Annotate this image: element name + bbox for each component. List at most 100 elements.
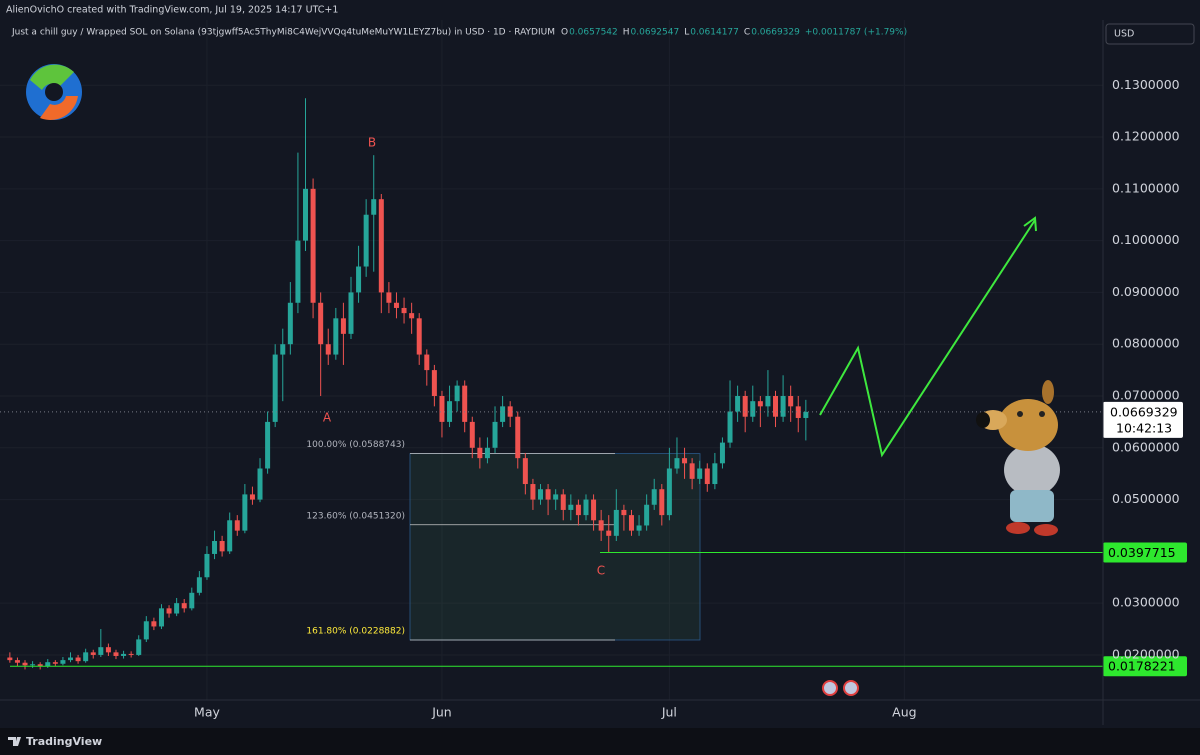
candle-body bbox=[803, 411, 809, 418]
candle-body bbox=[644, 504, 650, 526]
candle-body bbox=[462, 385, 468, 422]
candle-body bbox=[704, 468, 710, 485]
candle-body bbox=[272, 354, 278, 422]
candle-body bbox=[484, 447, 490, 459]
candle-body bbox=[735, 395, 741, 412]
candle-body bbox=[674, 458, 680, 469]
candle-body bbox=[90, 652, 96, 655]
price-badge-label: 0.0178221 bbox=[1108, 659, 1176, 674]
y-tick-label: 0.1200000 bbox=[1112, 129, 1180, 144]
candle-body bbox=[14, 660, 20, 663]
candle-body bbox=[121, 653, 127, 656]
candle-body bbox=[750, 401, 756, 417]
symbol-title: Just a chill guy / Wrapped SOL on Solana… bbox=[11, 28, 555, 38]
event-icon[interactable] bbox=[822, 680, 838, 696]
candle-body bbox=[287, 302, 293, 345]
candle-body bbox=[378, 199, 384, 293]
candle-body bbox=[30, 664, 36, 666]
candle-body bbox=[227, 520, 233, 552]
x-tick-label: Jun bbox=[431, 705, 452, 720]
x-tick-label: Aug bbox=[892, 705, 916, 720]
candle-body bbox=[113, 652, 119, 656]
candle-body bbox=[60, 660, 66, 664]
author-line: AlienOvichO created with TradingView.com… bbox=[6, 5, 338, 16]
candle-body bbox=[158, 608, 164, 627]
candle-body bbox=[575, 504, 581, 516]
candle-body bbox=[204, 553, 210, 578]
candle-body bbox=[242, 494, 248, 531]
candle-body bbox=[393, 302, 399, 308]
ohlc-value: 0.0614177 bbox=[690, 28, 739, 38]
candle-body bbox=[522, 458, 528, 485]
candle-body bbox=[325, 344, 331, 355]
wave-label: B bbox=[368, 136, 376, 150]
candle-body bbox=[727, 411, 733, 443]
candle-body bbox=[75, 657, 81, 662]
candle-body bbox=[295, 240, 301, 303]
fib-zone bbox=[409, 453, 701, 641]
cartoon-character bbox=[976, 380, 1060, 536]
candle-body bbox=[22, 662, 28, 666]
logo bbox=[26, 64, 82, 120]
candle-body bbox=[151, 621, 157, 627]
symbol-legend: Just a chill guy / Wrapped SOL on Solana… bbox=[11, 28, 907, 38]
price-badge bbox=[1103, 542, 1187, 563]
candle-body bbox=[181, 603, 187, 609]
candle-body bbox=[196, 577, 202, 593]
fib-tool: 100.00% (0.0588743) 123.60% (0.0451320) 16… bbox=[306, 440, 701, 641]
candle-body bbox=[788, 395, 794, 407]
y-tick-label: 0.0200000 bbox=[1112, 646, 1180, 661]
candle-body bbox=[136, 639, 142, 655]
ohlc-value: 0.0669329 bbox=[751, 28, 800, 38]
candle-body bbox=[757, 401, 763, 407]
price-badge-label: 0.0397715 bbox=[1108, 545, 1176, 560]
ohlc-key: C bbox=[744, 28, 750, 38]
candle-body bbox=[560, 494, 566, 510]
candle-body bbox=[492, 421, 498, 448]
candle-body bbox=[583, 499, 589, 516]
candle-body bbox=[682, 458, 688, 464]
candle-body bbox=[659, 489, 665, 516]
y-tick-label: 0.1000000 bbox=[1112, 232, 1180, 247]
candle-body bbox=[689, 463, 695, 479]
ohlc-value: 0.0692547 bbox=[631, 28, 680, 38]
y-tick-label: 0.0800000 bbox=[1112, 336, 1180, 351]
candle-body bbox=[666, 468, 672, 516]
ohlc-value: 0.0657542 bbox=[569, 28, 618, 38]
x-tick-label: Jul bbox=[661, 705, 677, 720]
candle-body bbox=[83, 652, 89, 662]
candle-body bbox=[606, 530, 612, 536]
candle-body bbox=[189, 592, 195, 609]
ohlc-key: O bbox=[561, 28, 568, 38]
brand: TradingView bbox=[26, 735, 102, 748]
candle-body bbox=[719, 442, 725, 464]
y-tick-label: 0.0300000 bbox=[1112, 595, 1180, 610]
ohlc-key: L bbox=[684, 28, 689, 38]
candle-body bbox=[401, 307, 407, 314]
candle-body bbox=[356, 266, 362, 293]
footer bbox=[0, 728, 1200, 755]
candle-body bbox=[773, 395, 779, 417]
candle-body bbox=[431, 370, 437, 396]
change: +0.0011787 (+1.79%) bbox=[805, 28, 907, 38]
candle-body bbox=[98, 647, 104, 655]
candle-body bbox=[143, 621, 149, 640]
candle-body bbox=[621, 509, 627, 516]
candle-body bbox=[257, 468, 263, 500]
candle-body bbox=[568, 504, 574, 510]
candle-body bbox=[530, 484, 536, 500]
candle-body bbox=[212, 541, 218, 554]
fib-label: 123.60% (0.0451320) bbox=[306, 511, 405, 521]
candle-body bbox=[538, 489, 544, 500]
candle-body bbox=[636, 525, 642, 531]
currency: USD bbox=[1114, 29, 1134, 40]
candle-body bbox=[591, 499, 597, 521]
y-tick-label: 0.1100000 bbox=[1112, 180, 1180, 195]
currency-button[interactable] bbox=[1105, 23, 1195, 45]
candle-body bbox=[340, 318, 346, 334]
candle-body bbox=[416, 318, 422, 355]
y-tick-label: 0.0700000 bbox=[1112, 387, 1180, 402]
event-icon[interactable] bbox=[843, 680, 859, 696]
